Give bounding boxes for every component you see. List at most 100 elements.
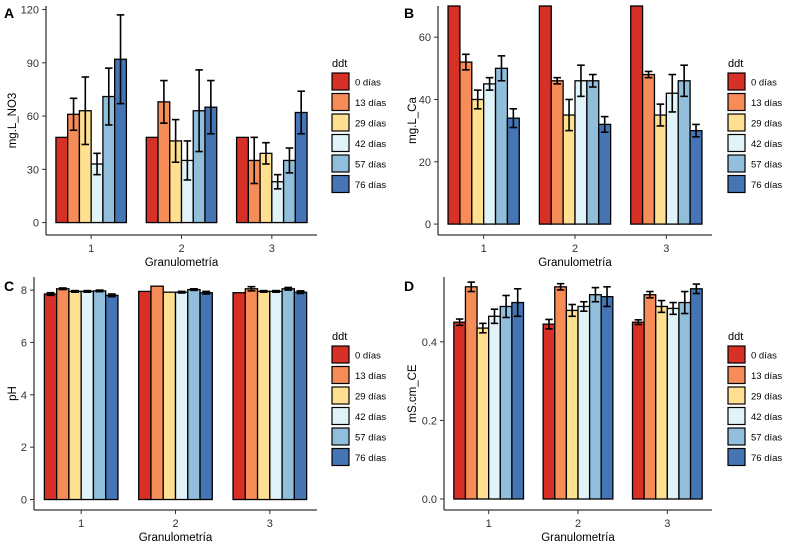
x-tick-label: 3	[269, 243, 275, 255]
error-bar	[107, 293, 116, 298]
error-bar	[83, 289, 92, 293]
legend-key	[727, 154, 746, 173]
legend-label: 0 días	[355, 351, 381, 362]
error-bar	[273, 173, 282, 190]
bar	[574, 80, 588, 225]
legend-title: ddt	[728, 58, 743, 70]
error-bar	[669, 301, 677, 316]
y-tick-label: 2	[21, 442, 27, 454]
bar	[145, 136, 159, 224]
bar	[565, 309, 579, 500]
legend-label: 57 días	[355, 433, 386, 444]
legend-key	[331, 133, 350, 153]
y-tick-label: 0	[33, 218, 39, 230]
error-bar	[692, 123, 700, 138]
y-tick-label: 0.0	[422, 494, 437, 506]
bar	[235, 136, 249, 224]
y-axis-title: pH	[7, 386, 19, 401]
legend-title: ddt	[728, 331, 743, 343]
legend-key	[331, 113, 350, 132]
error-bar	[568, 303, 576, 318]
bar	[506, 117, 520, 225]
bar	[665, 92, 679, 225]
error-bar	[646, 290, 654, 299]
legend-title: ddt	[332, 58, 347, 70]
bar	[494, 67, 509, 225]
bar	[677, 80, 691, 225]
error-bar	[259, 289, 268, 293]
legend-key	[727, 406, 746, 426]
bar	[666, 307, 680, 500]
legend-label: 76 días	[751, 180, 782, 191]
error-bar	[589, 73, 597, 88]
legend-key	[727, 447, 746, 467]
panel-d: D 0.0 0.2 0.4 1 2 3 Granulometría mS.cm_CE ddt 0 d…	[404, 277, 782, 544]
x-tick-label: 1	[78, 518, 84, 530]
x-tick-label: 2	[178, 243, 184, 255]
error-bar	[171, 118, 180, 164]
legend-key	[727, 113, 746, 132]
panel-tag: C	[4, 278, 14, 294]
error-bar	[183, 140, 192, 181]
panel-tag: D	[404, 278, 414, 294]
bar	[256, 290, 271, 501]
panel-b: B 0 20 40 60 1 2 3 Granulometría mg.L_Ca ddt 0 días…	[404, 5, 782, 269]
legend: ddt 0 días 13 días 29 días 42 días 57 días 76 …	[727, 58, 782, 194]
bar	[68, 290, 82, 501]
error-bar	[296, 290, 305, 295]
bar	[281, 288, 296, 501]
legend-label: 13 días	[751, 98, 782, 109]
y-tick-label: 60	[419, 32, 431, 44]
y-tick-label: 20	[419, 157, 431, 169]
x-tick-label: 1	[486, 518, 492, 530]
error-bar	[497, 55, 506, 82]
bar	[471, 98, 485, 225]
bar	[55, 288, 70, 501]
legend-label: 13 días	[355, 98, 386, 109]
error-bar	[565, 98, 573, 132]
y-tick-label: 30	[27, 164, 39, 176]
x-tick-label: 2	[172, 518, 178, 530]
x-axis-title: Granulometría	[139, 532, 213, 544]
bars	[453, 286, 703, 500]
bar	[244, 288, 259, 501]
y-tick-label: 90	[27, 58, 39, 70]
panel-tag: A	[4, 5, 14, 21]
legend: ddt 0 días 13 días 29 días 42 días 57 días 76 …	[331, 58, 386, 194]
legend-label: 57 días	[751, 160, 782, 171]
bar	[600, 295, 614, 500]
bar	[459, 61, 473, 225]
x-tick-label: 1	[481, 243, 487, 255]
error-bar	[46, 291, 55, 297]
legend-label: 0 días	[751, 351, 777, 362]
bar	[464, 286, 478, 500]
bar	[293, 291, 308, 501]
legend: ddt 0 días 13 días 29 días 42 días 57 días 76 …	[727, 331, 782, 467]
error-bar	[195, 69, 203, 153]
y-tick-label: 8	[21, 285, 27, 297]
error-bar	[553, 76, 561, 85]
y-axis-title: mg.L_Ca	[407, 97, 419, 144]
error-bar	[81, 76, 90, 146]
legend-key	[727, 365, 746, 385]
y-tick-label: 60	[27, 111, 39, 123]
bar	[655, 305, 668, 500]
y-tick-label: 0.2	[422, 415, 437, 427]
bar	[577, 305, 591, 500]
legend-key	[331, 72, 350, 91]
y-tick-label: 40	[419, 94, 431, 106]
bar	[447, 5, 461, 225]
error-bar	[189, 287, 198, 292]
error-bar	[297, 90, 305, 135]
bar	[641, 73, 656, 225]
y-tick-label: 0	[21, 495, 27, 507]
legend-label: 0 días	[751, 78, 777, 89]
legend-label: 29 días	[355, 392, 386, 403]
y-tick-label: 6	[21, 337, 27, 349]
error-bar	[600, 115, 609, 133]
error-bar	[591, 286, 600, 303]
bar	[80, 290, 95, 501]
bars	[447, 5, 703, 225]
error-bar	[577, 64, 585, 98]
error-bars	[462, 53, 700, 138]
